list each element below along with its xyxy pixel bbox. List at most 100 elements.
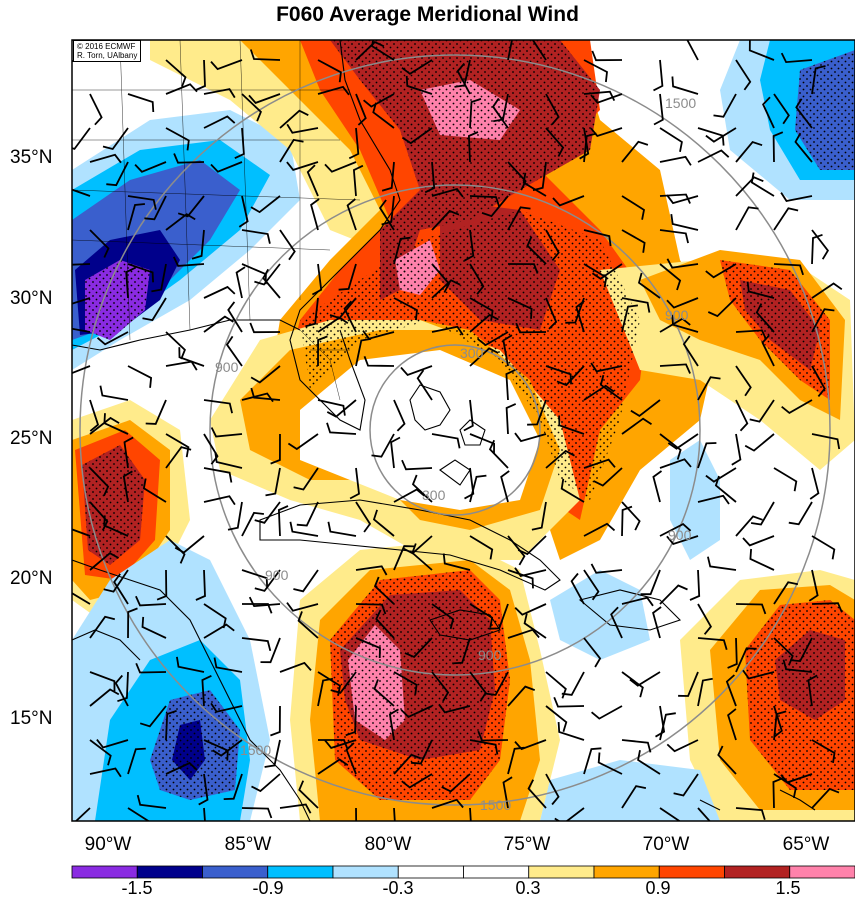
wind-barb: [254, 263, 281, 286]
wind-barb: [795, 98, 813, 129]
wind-barb: [401, 59, 433, 75]
wind-barb: [393, 807, 396, 821]
wind-barb: [250, 195, 281, 214]
wind-barb: [790, 637, 813, 663]
wind-barb: [297, 611, 319, 639]
wind-barb: [583, 747, 602, 775]
wind-barb: [279, 109, 309, 129]
colorbar-swatch-10: [724, 865, 791, 879]
wind-barb: [74, 807, 91, 821]
colorbar-swatch-1: [136, 865, 203, 879]
wind-barb: [393, 297, 418, 321]
wind-barb: [431, 433, 461, 449]
wind-barb: [583, 263, 608, 288]
wind-barb: [127, 203, 145, 231]
wind-barb: [405, 75, 433, 95]
wind-barb: [659, 712, 676, 741]
wind-barb: [165, 59, 187, 87]
wind-barb: [811, 602, 843, 613]
wind-barb: [176, 656, 205, 673]
wind-barb: [666, 297, 699, 309]
wind-barb: [127, 607, 138, 639]
wind-barb: [590, 127, 623, 138]
wind-barb: [467, 131, 479, 163]
wind-barb: [621, 505, 633, 537]
wind-barb: [165, 709, 177, 741]
wind-barb: [713, 93, 737, 118]
credit-line-copyright: © 2016 ECMWF: [77, 42, 136, 51]
colorbar: [71, 865, 855, 879]
wind-barb: [127, 747, 146, 775]
wind-barb: [324, 161, 357, 173]
wind-barb: [727, 637, 738, 669]
wind-barb: [249, 322, 281, 334]
wind-barb: [748, 40, 775, 61]
wind-barb: [213, 657, 243, 673]
wind-barb: [173, 153, 205, 164]
wind-barb: [89, 671, 116, 692]
wind-barb: [195, 59, 206, 91]
wind-barb: [348, 127, 360, 160]
wind-barb: [507, 263, 539, 274]
wind-barb: [593, 467, 623, 487]
wind-barb: [697, 637, 728, 651]
wind-barb: [659, 127, 683, 152]
wind-barb: [400, 705, 433, 718]
wind-barb: [621, 417, 652, 435]
wind-barb: [456, 62, 471, 95]
wind-barb: [565, 297, 585, 324]
wind-barb: [469, 474, 487, 503]
wind-barb: [431, 325, 464, 336]
significance-stipple: [82, 40, 855, 800]
wind-barb: [431, 671, 450, 702]
wind-barb: [89, 229, 110, 258]
wind-barb: [583, 229, 612, 247]
wind-barb: [659, 317, 691, 333]
wind-barb: [393, 399, 406, 432]
wind-barb: [735, 515, 763, 537]
wind-barb: [464, 467, 475, 500]
wind-barb: [780, 192, 813, 203]
wind-barb: [545, 671, 567, 699]
wind-barb: [293, 467, 319, 491]
wind-barb: [72, 297, 91, 305]
contour-lightblue-e: [670, 440, 720, 560]
wind-barb: [749, 548, 775, 571]
wind-barb: [375, 609, 395, 639]
wind-barb: [265, 467, 281, 497]
wind-barb: [89, 501, 109, 531]
wind-barb: [305, 297, 319, 328]
wind-barb: [735, 603, 767, 615]
colorbar-swatch-5: [397, 865, 464, 879]
wind-barb: [811, 308, 835, 333]
wind-barb: [136, 794, 167, 809]
wind-barb: [411, 543, 433, 571]
wind-barb: [156, 569, 168, 601]
wind-barb: [324, 739, 357, 749]
wind-barb: [522, 172, 547, 197]
wind-barb: [742, 535, 775, 547]
wind-barb: [248, 93, 281, 104]
wind-barb: [165, 331, 186, 360]
wind-barb: [637, 272, 661, 299]
wind-barb: [279, 803, 312, 814]
ring-label-300-bottom: 300: [422, 487, 446, 503]
wind-barb: [270, 705, 281, 737]
wind-barb: [393, 545, 415, 571]
credit-line-author: R. Torn, UAlbany: [77, 51, 138, 60]
colorbar-swatch-11: [789, 865, 855, 879]
wind-barb: [659, 433, 682, 460]
wind-barb: [545, 297, 558, 330]
wind-barb: [469, 98, 482, 129]
map-title: F060 Average Meridional Wind: [276, 3, 579, 26]
wind-barb: [629, 671, 661, 687]
wind-barb: [621, 229, 646, 253]
wind-barb: [370, 40, 395, 61]
wind-barb: [345, 742, 357, 775]
wind-barb: [621, 140, 649, 163]
wind-barb: [306, 164, 319, 197]
wind-barb: [286, 602, 319, 612]
wind-barb: [400, 365, 433, 377]
wind-barb: [355, 565, 388, 576]
wind-barb: [773, 467, 798, 492]
